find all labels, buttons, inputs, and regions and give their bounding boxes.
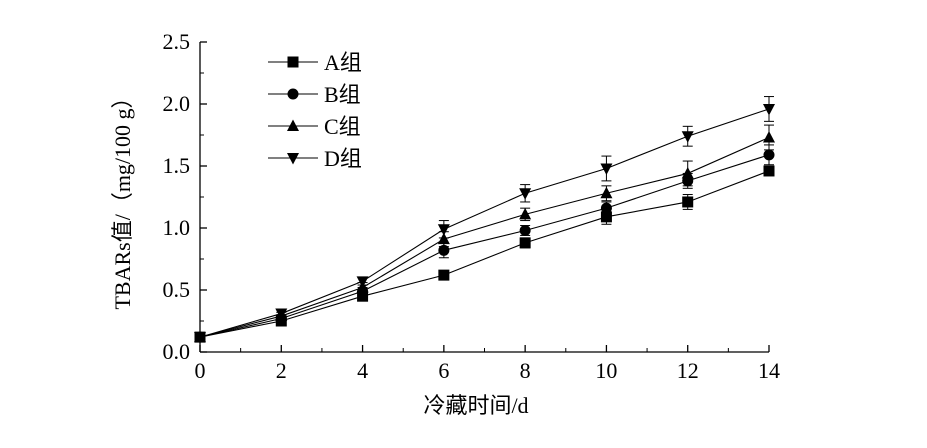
series-line	[199, 136, 770, 338]
y-tick-label: 2.5	[163, 29, 191, 54]
series-line	[199, 108, 770, 338]
data-point	[600, 186, 613, 199]
y-tick-label: 2.0	[163, 91, 191, 116]
legend: A组 B组 C组 D组	[268, 50, 362, 171]
series-line	[199, 170, 770, 338]
series-group	[194, 96, 775, 344]
legend-label: C组	[324, 114, 361, 139]
data-point	[519, 237, 531, 249]
y-tick-label: 1.5	[163, 153, 191, 178]
data-point	[763, 130, 775, 143]
legend-label: D组	[324, 146, 362, 171]
data-point	[275, 308, 288, 321]
series-d	[194, 96, 775, 344]
x-tick-label: 4	[357, 358, 368, 383]
series-line	[199, 154, 770, 338]
data-point	[600, 202, 612, 214]
y-tick-label: 0.5	[163, 277, 191, 302]
x-axis-title: 冷藏时间/d	[423, 393, 528, 418]
data-point	[519, 207, 532, 220]
data-point	[681, 166, 694, 179]
x-tick-label: 6	[438, 358, 449, 383]
axes: 0.0 0.5 1.0 1.5 2.0 2.5 0 2 4 6 8 10 12 14	[163, 29, 781, 383]
x-tick-label: 10	[595, 358, 617, 383]
data-point	[438, 244, 450, 256]
x-tick-label: 14	[758, 358, 780, 383]
y-axis-title: TBARs值/（mg/100 g）	[110, 86, 135, 309]
x-tick-label: 2	[276, 358, 287, 383]
data-point	[438, 269, 450, 281]
y-tick-label: 0.0	[163, 339, 191, 364]
legend-label: B组	[324, 82, 361, 107]
data-point	[763, 149, 775, 161]
legend-marker	[287, 56, 299, 68]
data-point	[763, 165, 775, 177]
data-point	[356, 276, 369, 288]
data-point	[519, 188, 532, 200]
data-point	[682, 196, 694, 208]
legend-label: A组	[324, 50, 362, 75]
data-point	[763, 103, 775, 116]
legend-marker	[287, 88, 299, 100]
x-tick-label: 8	[520, 358, 531, 383]
data-point	[681, 131, 694, 143]
y-tick-label: 1.0	[163, 215, 191, 240]
legend-marker	[287, 119, 299, 131]
data-point	[194, 332, 206, 344]
data-point	[600, 163, 613, 175]
data-point	[437, 224, 450, 236]
data-point	[600, 211, 612, 223]
legend-marker	[287, 153, 299, 165]
data-point	[519, 224, 531, 236]
x-tick-label: 12	[677, 358, 699, 383]
x-tick-label: 0	[195, 358, 206, 383]
